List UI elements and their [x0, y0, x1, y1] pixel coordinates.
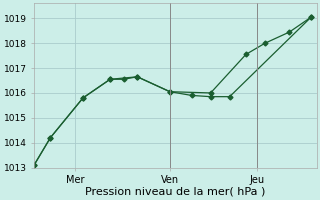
X-axis label: Pression niveau de la mer( hPa ): Pression niveau de la mer( hPa ) — [85, 187, 266, 197]
